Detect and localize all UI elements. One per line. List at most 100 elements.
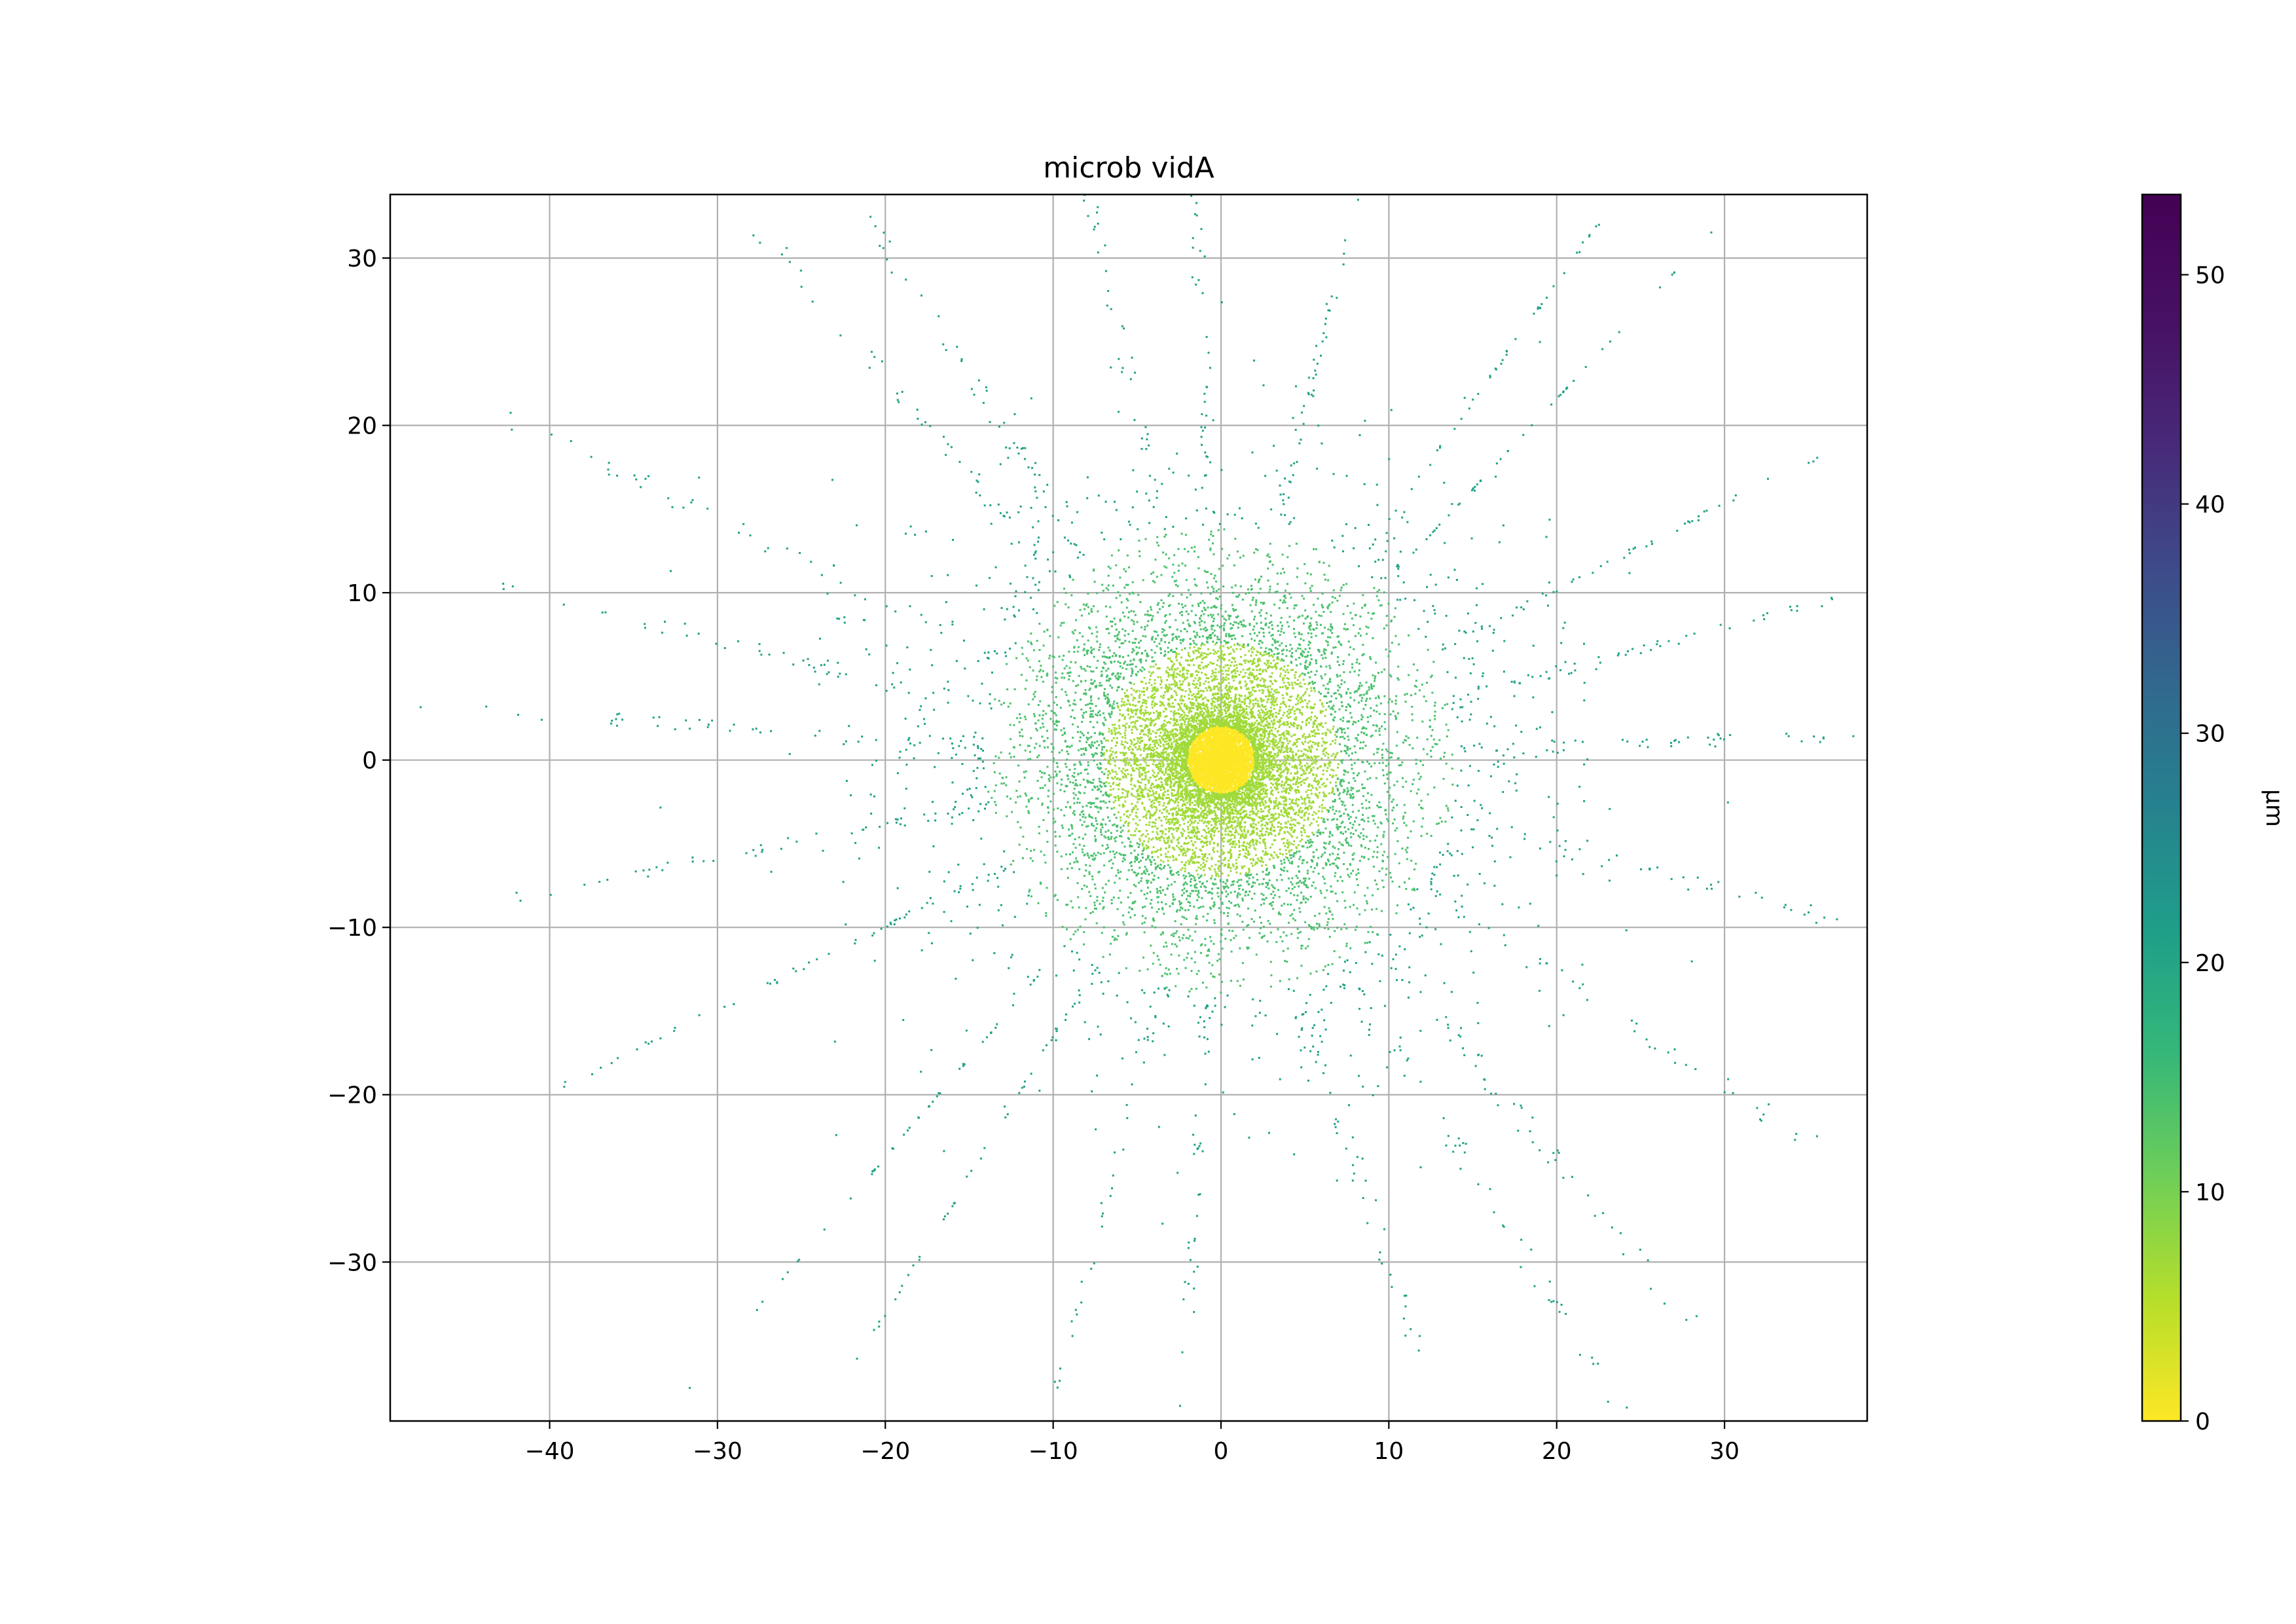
scatter-point <box>1241 775 1244 777</box>
scatter-point <box>1238 720 1241 723</box>
scatter-point <box>1197 783 1200 785</box>
scatter-point <box>1228 796 1231 799</box>
scatter-point <box>1213 724 1216 727</box>
scatter-point <box>1239 722 1241 724</box>
scatter-point <box>1228 777 1230 779</box>
scatter-point <box>1266 737 1269 740</box>
scatter-point <box>1264 711 1266 714</box>
scatter-point <box>1208 792 1211 794</box>
scatter-point <box>1252 812 1254 815</box>
scatter-point <box>1194 788 1196 790</box>
scatter-point <box>1285 729 1288 732</box>
scatter-point <box>1191 802 1194 804</box>
scatter-point <box>1242 735 1245 737</box>
scatter-point <box>1251 781 1254 783</box>
scatter-point <box>1232 798 1235 800</box>
scatter-point <box>1180 775 1182 778</box>
scatter-point <box>1240 794 1243 796</box>
scatter-point <box>1233 728 1235 730</box>
scatter-point <box>1185 773 1188 776</box>
scatter-point <box>1220 812 1223 815</box>
scatter-point <box>1207 714 1209 716</box>
scatter-point <box>1261 728 1264 731</box>
scatter-point <box>1178 746 1180 748</box>
scatter-point <box>1220 769 1222 771</box>
scatter-point <box>1230 771 1233 773</box>
scatter-point <box>1247 775 1249 778</box>
scatter-point <box>1167 794 1169 796</box>
scatter-point <box>1202 717 1205 720</box>
scatter-point <box>1224 754 1226 757</box>
scatter-point <box>1238 760 1241 763</box>
scatter-point <box>1269 761 1272 764</box>
scatter-point <box>1260 728 1262 730</box>
scatter-point <box>1205 760 1208 762</box>
scatter-point <box>1211 796 1214 798</box>
scatter-point <box>1212 724 1214 727</box>
scatter-point <box>1207 762 1209 765</box>
scatter-point <box>1198 741 1201 743</box>
scatter-point <box>1202 740 1205 743</box>
scatter-point <box>1265 821 1267 824</box>
scatter-point <box>1198 736 1201 739</box>
scatter-point <box>1241 767 1243 770</box>
scatter-point <box>1281 783 1283 786</box>
scatter-point <box>1254 722 1256 724</box>
scatter-point <box>1253 724 1256 726</box>
scatter-point <box>1161 766 1164 768</box>
scatter-point <box>1171 758 1173 760</box>
scatter-point <box>1187 741 1190 744</box>
scatter-point <box>1286 751 1289 754</box>
scatter-point <box>1175 769 1178 772</box>
scatter-point <box>1266 745 1269 748</box>
scatter-point <box>1195 730 1198 733</box>
scatter-point <box>1213 701 1216 703</box>
scatter-point <box>1217 807 1220 809</box>
scatter-point <box>1186 761 1189 764</box>
scatter-point <box>1174 752 1176 755</box>
scatter-point <box>1273 775 1276 777</box>
scatter-point <box>1231 810 1234 813</box>
scatter-point <box>1269 751 1272 754</box>
scatter-point <box>1191 764 1194 766</box>
scatter-point <box>1234 755 1237 758</box>
scatter-point <box>1210 767 1212 769</box>
scatter-point <box>1262 773 1265 775</box>
scatter-point <box>1202 713 1205 716</box>
scatter-point <box>1222 802 1225 805</box>
scatter-point <box>1220 802 1223 804</box>
scatter-point <box>1197 797 1199 800</box>
scatter-point <box>1224 709 1226 711</box>
scatter-point <box>1184 748 1186 750</box>
scatter-point <box>1165 734 1167 737</box>
scatter-point <box>1251 763 1254 766</box>
scatter-point <box>1205 799 1207 802</box>
scatter-point <box>1229 806 1231 809</box>
scatter-point <box>1258 739 1260 742</box>
scatter-point <box>1237 703 1239 705</box>
scatter-point <box>1199 788 1202 790</box>
scatter-point <box>1235 810 1237 813</box>
scatter-point <box>1197 746 1200 748</box>
scatter-point <box>1241 744 1243 747</box>
scatter-point <box>1164 737 1167 740</box>
scatter-point <box>1202 729 1205 731</box>
scatter-point <box>1191 771 1194 773</box>
scatter-point <box>1250 757 1253 760</box>
scatter-point <box>1197 756 1200 759</box>
scatter-point <box>1240 705 1243 708</box>
scatter-point <box>1214 820 1217 822</box>
scatter-point <box>1250 750 1253 753</box>
scatter-point <box>1254 740 1256 743</box>
scatter-point <box>1241 778 1244 781</box>
scatter-point <box>1202 754 1205 757</box>
scatter-point <box>1220 742 1222 745</box>
scatter-point <box>1210 707 1212 710</box>
scatter-point <box>1205 817 1208 819</box>
scatter-point <box>1241 769 1244 771</box>
scatter-point <box>1255 783 1258 786</box>
scatter-point <box>1207 795 1210 798</box>
scatter-point <box>1241 782 1243 784</box>
scatter-point <box>1186 779 1189 781</box>
